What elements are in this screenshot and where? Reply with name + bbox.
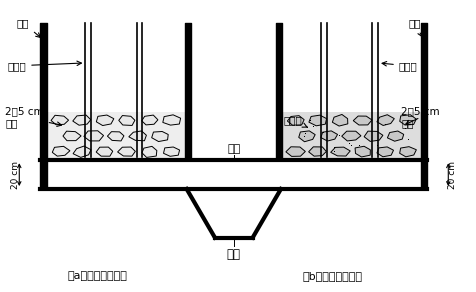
Polygon shape <box>186 189 280 238</box>
Text: 混凝土: 混凝土 <box>283 115 307 127</box>
Text: 2～5 cm
石子: 2～5 cm 石子 <box>400 107 439 128</box>
Text: 孔壁: 孔壁 <box>17 18 40 37</box>
Text: 2～5 cm
石子: 2～5 cm 石子 <box>5 107 61 128</box>
Text: 注漿管: 注漿管 <box>381 61 416 71</box>
Text: （b）混凝土灌注后: （b）混凝土灌注后 <box>302 271 362 281</box>
Polygon shape <box>354 146 369 157</box>
Text: （a）桩基回填石子: （a）桩基回填石子 <box>67 271 127 281</box>
Polygon shape <box>52 146 70 156</box>
Polygon shape <box>363 131 382 141</box>
Polygon shape <box>141 115 158 125</box>
Polygon shape <box>330 147 349 156</box>
Polygon shape <box>387 131 403 141</box>
Text: 孔壁: 孔壁 <box>407 18 421 36</box>
Polygon shape <box>142 146 157 157</box>
Text: 孔底: 孔底 <box>226 248 240 261</box>
Bar <box>185 160 282 189</box>
Polygon shape <box>73 146 91 157</box>
Polygon shape <box>129 131 146 141</box>
Polygon shape <box>63 131 81 141</box>
Polygon shape <box>51 115 69 125</box>
Polygon shape <box>151 131 168 142</box>
Polygon shape <box>118 147 135 156</box>
Polygon shape <box>376 147 393 157</box>
Polygon shape <box>399 115 416 125</box>
Polygon shape <box>84 131 103 141</box>
Polygon shape <box>399 147 416 157</box>
Polygon shape <box>119 116 135 126</box>
Bar <box>282 112 420 160</box>
Polygon shape <box>298 131 315 142</box>
Polygon shape <box>332 114 347 126</box>
Polygon shape <box>163 147 179 156</box>
Polygon shape <box>107 132 124 141</box>
Polygon shape <box>285 147 305 157</box>
Polygon shape <box>162 115 180 125</box>
Polygon shape <box>287 116 304 125</box>
Text: 20 cm: 20 cm <box>446 161 456 189</box>
Polygon shape <box>96 147 112 156</box>
Text: 桩底: 桩底 <box>227 144 240 154</box>
Polygon shape <box>96 115 114 126</box>
Polygon shape <box>73 115 90 125</box>
Text: 20 cm: 20 cm <box>11 161 20 189</box>
Bar <box>47 112 185 160</box>
Polygon shape <box>341 131 360 141</box>
Text: 注漿管: 注漿管 <box>8 61 81 71</box>
Polygon shape <box>308 147 326 156</box>
Polygon shape <box>353 116 371 125</box>
Polygon shape <box>376 115 394 126</box>
Polygon shape <box>320 131 337 141</box>
Polygon shape <box>308 115 326 126</box>
